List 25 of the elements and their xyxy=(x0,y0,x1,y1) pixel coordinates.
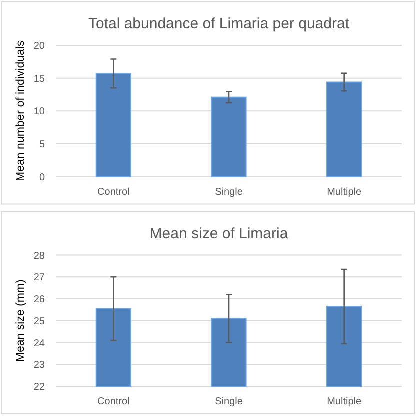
y-tick-label: 28 xyxy=(34,250,46,262)
y-tick-label: 26 xyxy=(34,294,46,306)
x-tick-label: Multiple xyxy=(327,396,362,408)
x-tick-label: Single xyxy=(215,186,244,198)
y-tick-label: 5 xyxy=(39,139,46,150)
y-axis-title: Mean number of individuals xyxy=(15,40,27,182)
y-tick-label: 24 xyxy=(34,338,46,350)
bar xyxy=(96,73,132,178)
x-tick-label: Control xyxy=(98,396,130,408)
y-tick-label: 23 xyxy=(34,360,46,372)
y-tick-label: 20 xyxy=(34,41,46,52)
x-tick-label: Single xyxy=(215,396,244,408)
bar xyxy=(211,96,247,178)
x-tick-label: Multiple xyxy=(327,186,362,198)
x-tick-label: Control xyxy=(98,186,130,198)
y-tick-label: 25 xyxy=(34,316,46,328)
y-axis-title: Mean size (mm) xyxy=(15,279,27,362)
bar xyxy=(326,82,362,178)
y-tick-label: 22 xyxy=(34,382,46,393)
chart-title: Total abundance of Limaria per quadrat xyxy=(88,16,350,32)
chart-title: Mean size of Limaria xyxy=(150,225,289,242)
y-tick-label: 27 xyxy=(34,272,46,284)
y-tick-label: 0 xyxy=(39,172,46,184)
y-tick-label: 15 xyxy=(34,74,46,85)
y-tick-label: 10 xyxy=(34,106,46,118)
